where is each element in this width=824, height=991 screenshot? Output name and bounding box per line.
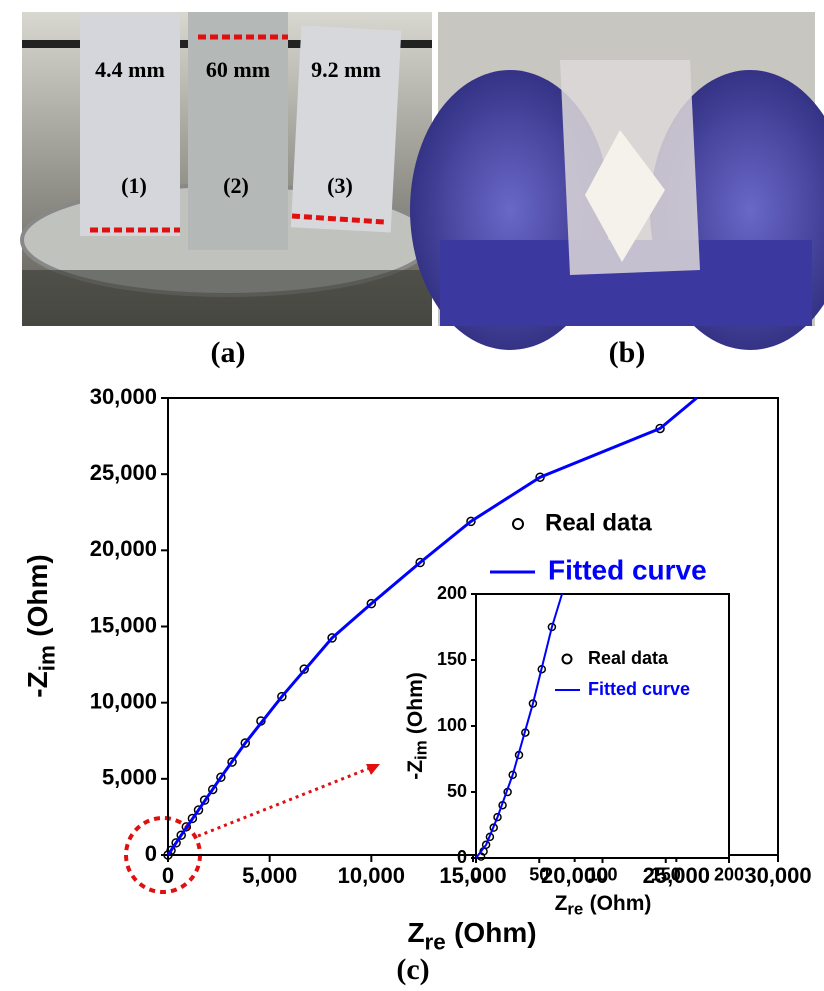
axis-title-main: -Z	[404, 760, 427, 780]
axis-title: -Zim (Ohm)	[22, 554, 59, 697]
length-label: 60 mm	[206, 57, 270, 82]
x-tick-label: 20,000	[541, 863, 608, 888]
data-point	[327, 633, 337, 643]
axis-title-unit: (Ohm)	[454, 917, 536, 948]
data-point	[481, 840, 491, 850]
axis-title-unit: (Ohm)	[590, 892, 652, 915]
legend-label: Fitted curve	[548, 554, 707, 585]
panel-caption: (c)	[396, 953, 429, 986]
data-point	[181, 822, 192, 832]
data-point	[187, 813, 198, 824]
y-tick-label: 200	[437, 583, 467, 603]
legend-marker	[512, 518, 524, 530]
data-point	[176, 830, 186, 840]
photo-b	[410, 12, 824, 350]
y-tick-label: 50	[447, 781, 467, 801]
x-tick-label: 100	[587, 864, 617, 884]
axis-title: -Zim (Ohm)	[404, 672, 431, 780]
axis-title-unit: (Ohm)	[22, 554, 53, 636]
y-tick-label: 150	[437, 649, 467, 669]
y-tick-label: 20,000	[90, 536, 157, 561]
data-point	[493, 812, 502, 822]
y-tick-label: 30,000	[90, 384, 157, 409]
data-point	[299, 664, 309, 674]
x-tick-label: 0	[471, 864, 481, 884]
data-point	[207, 784, 218, 795]
axis-title: Zre (Ohm)	[407, 917, 536, 954]
legend-label: Real data	[588, 648, 669, 668]
y-tick-label: 5,000	[102, 765, 157, 790]
axis-title-main: Z	[407, 917, 424, 948]
arrow-head	[366, 764, 380, 775]
panel-caption: (b)	[609, 336, 646, 369]
fitted-line	[475, 593, 563, 859]
x-tick-label: 30,000	[744, 863, 811, 888]
data-point	[199, 795, 210, 805]
axis-title-sub: re	[567, 900, 583, 919]
y-tick-label: 15,000	[90, 612, 157, 637]
x-tick-label: 0	[162, 863, 174, 888]
legend-label: Real data	[545, 509, 652, 536]
axis-title-main: -Z	[22, 671, 53, 697]
axis-title: Zre (Ohm)	[555, 892, 652, 919]
x-tick-label: 200	[714, 864, 744, 884]
y-tick-label: 100	[437, 715, 467, 735]
strip-label: (3)	[327, 173, 353, 198]
arrow	[197, 766, 371, 838]
x-tick-label: 50	[529, 864, 549, 884]
data-point	[466, 516, 476, 527]
axis-title-main: Z	[555, 892, 568, 915]
strip-label: (2)	[223, 173, 249, 198]
y-tick-label: 25,000	[90, 460, 157, 485]
panel-caption: (a)	[211, 336, 246, 369]
strip-label: (1)	[121, 173, 147, 198]
length-label: 9.2 mm	[311, 57, 381, 82]
axis-title-unit: (Ohm)	[404, 672, 427, 734]
data-point	[655, 423, 665, 434]
x-tick-label: 10,000	[338, 863, 405, 888]
data-point	[227, 757, 237, 767]
x-tick-label: 15,000	[439, 863, 506, 888]
photo-a: 4.4 mm 60 mm 9.2 mm (1) (2) (3)	[20, 12, 434, 326]
legend-marker	[561, 653, 573, 665]
x-tick-label: 5,000	[242, 863, 297, 888]
x-tick-label: 150	[651, 864, 681, 884]
data-point	[535, 472, 545, 482]
data-point	[216, 772, 226, 783]
data-point	[193, 805, 204, 815]
data-point	[277, 691, 287, 702]
legend-label: Fitted curve	[588, 679, 690, 699]
axis-title-sub: im	[412, 740, 431, 760]
axis-title-sub: re	[425, 929, 446, 954]
data-point	[166, 845, 176, 856]
y-tick-label: 10,000	[90, 688, 157, 713]
axis-title-sub: im	[34, 645, 59, 671]
length-label: 4.4 mm	[95, 57, 165, 82]
data-point	[240, 738, 251, 748]
data-point	[366, 598, 377, 609]
data-point	[171, 838, 181, 848]
fitted-line	[166, 396, 698, 856]
y-tick-label: 0	[145, 841, 157, 866]
inset-background	[476, 594, 729, 858]
y-tick-label: 0	[457, 847, 467, 867]
x-tick-label: 25,000	[643, 863, 710, 888]
data-point	[415, 557, 425, 568]
